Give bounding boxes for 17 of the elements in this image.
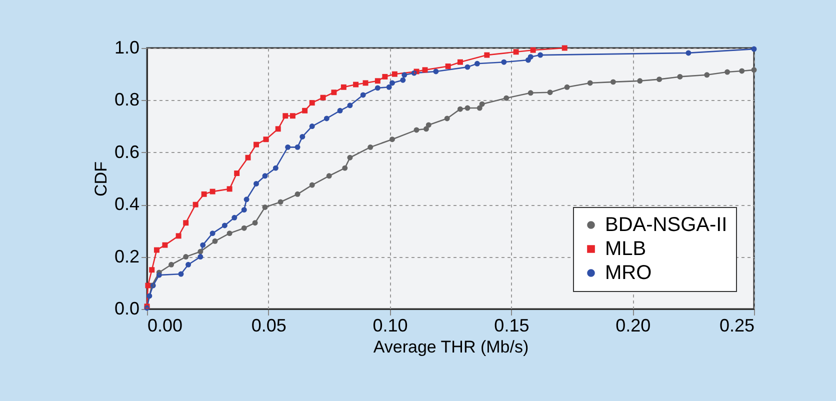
legend-label: MRO — [605, 262, 652, 284]
x-tick-label: 0.20 — [616, 316, 651, 336]
y-tick-label: 0.8 — [114, 90, 140, 110]
legend-label: MLB — [605, 238, 646, 260]
y-tick-label: 1.0 — [114, 38, 140, 58]
x-tick-label: 0.25 — [719, 316, 754, 336]
legend-label: BDA-NSGA-II — [605, 214, 728, 236]
x-tick-label: 0.00 — [148, 316, 183, 336]
x-tick-label: 0.10 — [372, 316, 408, 336]
y-tick-label: 0.0 — [114, 298, 140, 318]
y-axis-title: CDF — [91, 162, 110, 196]
y-tick-label: 0.4 — [114, 194, 140, 214]
x-axis-title: Average THR (Mb/s) — [373, 338, 529, 356]
y-tick-label: 0.2 — [114, 246, 140, 266]
x-tick-label: 0.05 — [251, 316, 286, 336]
x-tick-label: 0.15 — [494, 316, 530, 336]
y-tick-label: 0.6 — [114, 142, 140, 162]
